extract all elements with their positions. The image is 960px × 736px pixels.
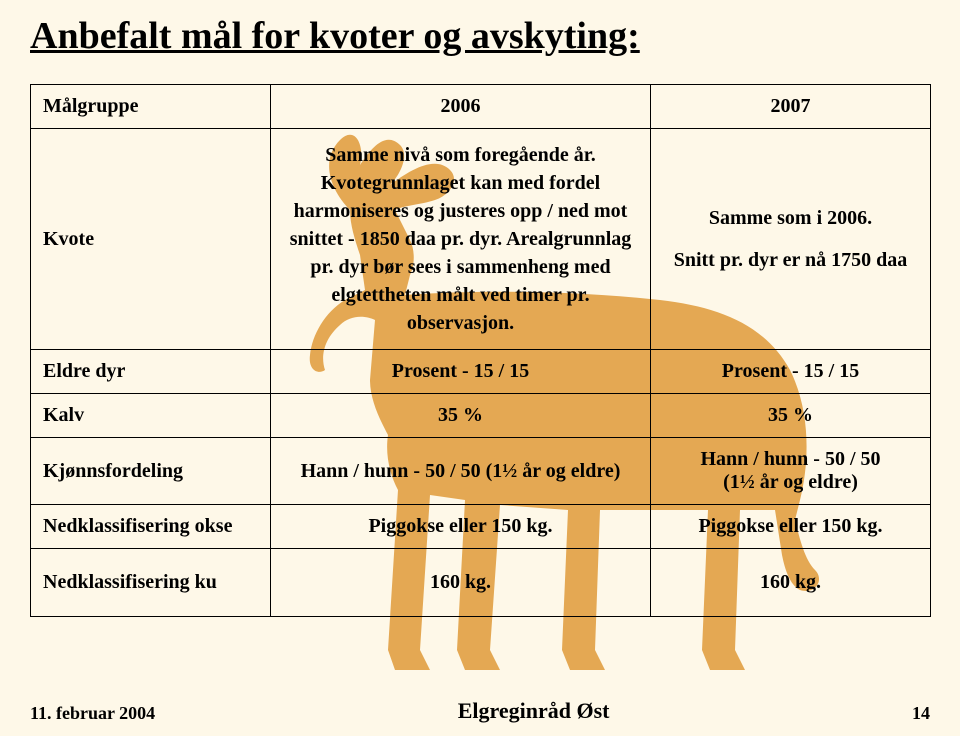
label-kjonn: Kjønnsfordeling — [31, 438, 271, 505]
page-content: Anbefalt mål for kvoter og avskyting: Må… — [0, 0, 960, 617]
ku-2007: 160 kg. — [651, 549, 931, 617]
okse-2006: Piggokse eller 150 kg. — [271, 505, 651, 549]
eldre-2007: Prosent - 15 / 15 — [651, 350, 931, 394]
page-footer: 11. februar 2004 Elgreginråd Øst 14 — [30, 698, 930, 724]
header-2006: 2006 — [271, 85, 651, 129]
kjonn-2006: Hann / hunn - 50 / 50 (1½ år og eldre) — [271, 438, 651, 505]
row-kjonn: Kjønnsfordeling Hann / hunn - 50 / 50 (1… — [31, 438, 931, 505]
okse-2007: Piggokse eller 150 kg. — [651, 505, 931, 549]
eldre-2006: Prosent - 15 / 15 — [271, 350, 651, 394]
row-ku: Nedklassifisering ku 160 kg. 160 kg. — [31, 549, 931, 617]
table-header-row: Målgruppe 2006 2007 — [31, 85, 931, 129]
kjonn-2007: Hann / hunn - 50 / 50 (1½ år og eldre) — [651, 438, 931, 505]
kvote-2007-line2: Snitt pr. dyr er nå 1750 daa — [665, 246, 916, 274]
header-2007: 2007 — [651, 85, 931, 129]
label-kvote: Kvote — [31, 129, 271, 350]
label-kalv: Kalv — [31, 394, 271, 438]
kjonn-2007-line1: Hann / hunn - 50 / 50 — [663, 448, 918, 471]
footer-date: 11. februar 2004 — [30, 703, 155, 724]
kvote-2007-line1: Samme som i 2006. — [665, 204, 916, 232]
ku-2006: 160 kg. — [271, 549, 651, 617]
label-eldre: Eldre dyr — [31, 350, 271, 394]
footer-title: Elgreginråd Øst — [458, 698, 610, 724]
kalv-2006: 35 % — [271, 394, 651, 438]
page-title: Anbefalt mål for kvoter og avskyting: — [30, 14, 930, 58]
kvote-2007: Samme som i 2006. Snitt pr. dyr er nå 17… — [651, 129, 931, 350]
kalv-2007: 35 % — [651, 394, 931, 438]
row-eldre: Eldre dyr Prosent - 15 / 15 Prosent - 15… — [31, 350, 931, 394]
kjonn-2007-line2: (1½ år og eldre) — [663, 471, 918, 494]
quota-table: Målgruppe 2006 2007 Kvote Samme nivå som… — [30, 84, 931, 617]
footer-page-number: 14 — [912, 703, 930, 724]
row-kalv: Kalv 35 % 35 % — [31, 394, 931, 438]
kvote-2006: Samme nivå som foregående år. Kvotegrunn… — [271, 129, 651, 350]
row-okse: Nedklassifisering okse Piggokse eller 15… — [31, 505, 931, 549]
label-okse: Nedklassifisering okse — [31, 505, 271, 549]
row-kvote: Kvote Samme nivå som foregående år. Kvot… — [31, 129, 931, 350]
label-ku: Nedklassifisering ku — [31, 549, 271, 617]
header-malgruppe: Målgruppe — [31, 85, 271, 129]
